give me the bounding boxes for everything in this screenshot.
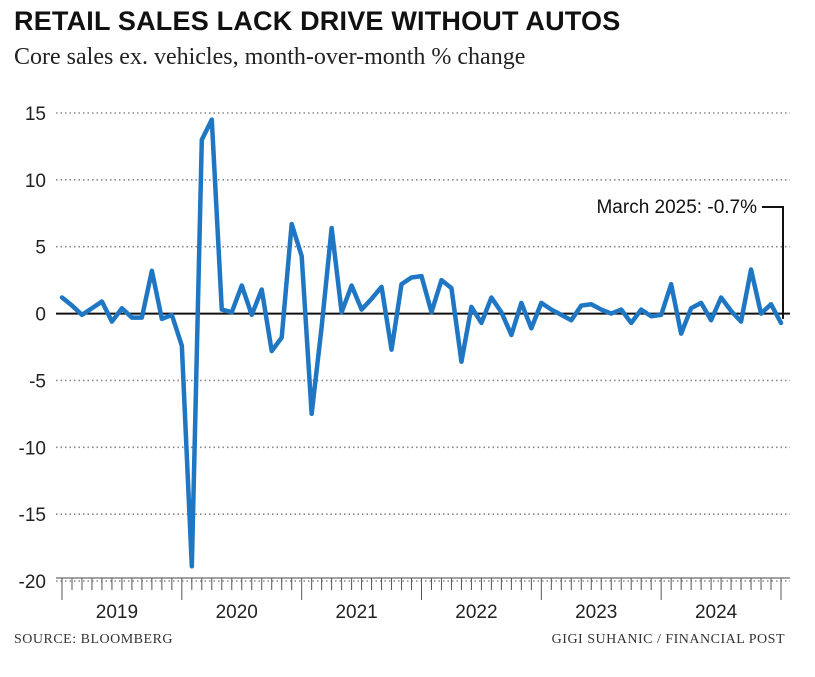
y-tick-label: 0 bbox=[35, 305, 46, 326]
y-tick-label: -5 bbox=[29, 371, 46, 392]
data-point bbox=[90, 306, 94, 310]
data-point bbox=[110, 319, 114, 323]
data-point bbox=[299, 254, 303, 258]
data-point bbox=[589, 302, 593, 306]
data-point bbox=[609, 311, 613, 315]
data-point bbox=[699, 301, 703, 305]
data-point bbox=[160, 317, 164, 321]
data-point bbox=[339, 310, 343, 314]
data-point bbox=[709, 318, 713, 322]
data-point bbox=[449, 286, 453, 290]
data-point bbox=[659, 313, 663, 317]
data-point bbox=[250, 313, 254, 317]
data-point bbox=[499, 310, 503, 314]
data-point bbox=[170, 313, 174, 317]
gridlines bbox=[56, 113, 790, 581]
data-point bbox=[509, 333, 513, 337]
data-point bbox=[469, 305, 473, 309]
data-point bbox=[359, 307, 363, 311]
credit-note: GIGI SUHANIC / FINANCIAL POST bbox=[552, 632, 785, 648]
data-point bbox=[539, 301, 543, 305]
data-point bbox=[719, 295, 723, 299]
data-point bbox=[409, 275, 413, 279]
data-point bbox=[619, 307, 623, 311]
annotation: March 2025: -0.7% bbox=[596, 197, 783, 319]
data-point bbox=[489, 295, 493, 299]
data-point bbox=[769, 302, 773, 306]
data-point bbox=[260, 287, 264, 291]
data-point bbox=[389, 347, 393, 351]
data-point bbox=[579, 303, 583, 307]
annotation-bracket bbox=[762, 207, 783, 319]
y-tick-label: -15 bbox=[19, 505, 46, 526]
data-point bbox=[679, 331, 683, 335]
data-point bbox=[399, 282, 403, 286]
data-point bbox=[230, 310, 234, 314]
data-point bbox=[210, 117, 214, 121]
data-point bbox=[599, 307, 603, 311]
x-year-label: 2024 bbox=[695, 602, 738, 623]
data-point bbox=[629, 321, 633, 325]
data-point bbox=[479, 321, 483, 325]
x-year-label: 2023 bbox=[575, 602, 617, 623]
data-point bbox=[200, 138, 204, 142]
y-tick-label: 15 bbox=[25, 104, 46, 125]
data-point bbox=[379, 285, 383, 289]
data-point bbox=[140, 315, 144, 319]
data-point bbox=[639, 307, 643, 311]
data-point bbox=[279, 335, 283, 339]
data-point bbox=[100, 299, 104, 303]
series bbox=[60, 117, 783, 568]
series-line bbox=[62, 120, 781, 567]
data-point bbox=[669, 282, 673, 286]
data-point bbox=[729, 309, 733, 313]
data-point bbox=[190, 564, 194, 568]
data-point bbox=[739, 319, 743, 323]
data-point bbox=[70, 303, 74, 307]
data-point bbox=[289, 222, 293, 226]
data-point bbox=[220, 307, 224, 311]
x-axis: 2019 2020 2021 2022 2023 2024 bbox=[56, 578, 790, 623]
data-point bbox=[439, 278, 443, 282]
data-point bbox=[60, 295, 64, 299]
data-point bbox=[759, 311, 763, 315]
y-axis-tick-labels: 15 10 5 0 -5 -10 -15 -20 bbox=[19, 104, 46, 593]
y-tick-label: 10 bbox=[25, 171, 46, 192]
line-chart: 151050-5-10-15-20 2019 2020 2021 2022 2023 20… bbox=[0, 0, 815, 677]
source-note: SOURCE: BLOOMBERG bbox=[14, 632, 173, 648]
data-point bbox=[569, 318, 573, 322]
annotation-label: March 2025: -0.7% bbox=[596, 197, 757, 218]
x-year-label: 2019 bbox=[96, 602, 138, 623]
data-point bbox=[649, 314, 653, 318]
data-point bbox=[349, 283, 353, 287]
data-point bbox=[559, 313, 563, 317]
data-point bbox=[549, 307, 553, 311]
data-point bbox=[270, 349, 274, 353]
x-year-label: 2020 bbox=[216, 602, 258, 623]
data-point bbox=[419, 274, 423, 278]
x-year-label: 2022 bbox=[455, 602, 497, 623]
y-tick-label: -20 bbox=[19, 572, 46, 593]
data-point bbox=[240, 283, 244, 287]
y-tick-label: 5 bbox=[35, 238, 46, 259]
x-year-label: 2021 bbox=[335, 602, 377, 623]
data-point bbox=[329, 226, 333, 230]
data-point bbox=[689, 306, 693, 310]
data-point bbox=[529, 326, 533, 330]
data-point bbox=[309, 412, 313, 416]
data-point bbox=[180, 343, 184, 347]
data-point bbox=[150, 269, 154, 273]
data-point bbox=[319, 325, 323, 329]
data-point bbox=[459, 360, 463, 364]
data-point bbox=[120, 306, 124, 310]
data-point bbox=[519, 301, 523, 305]
data-point bbox=[369, 297, 373, 301]
data-point bbox=[130, 315, 134, 319]
data-point bbox=[779, 321, 783, 325]
data-point bbox=[429, 310, 433, 314]
data-point bbox=[80, 313, 84, 317]
y-tick-label: -10 bbox=[19, 438, 46, 459]
data-point bbox=[749, 267, 753, 271]
